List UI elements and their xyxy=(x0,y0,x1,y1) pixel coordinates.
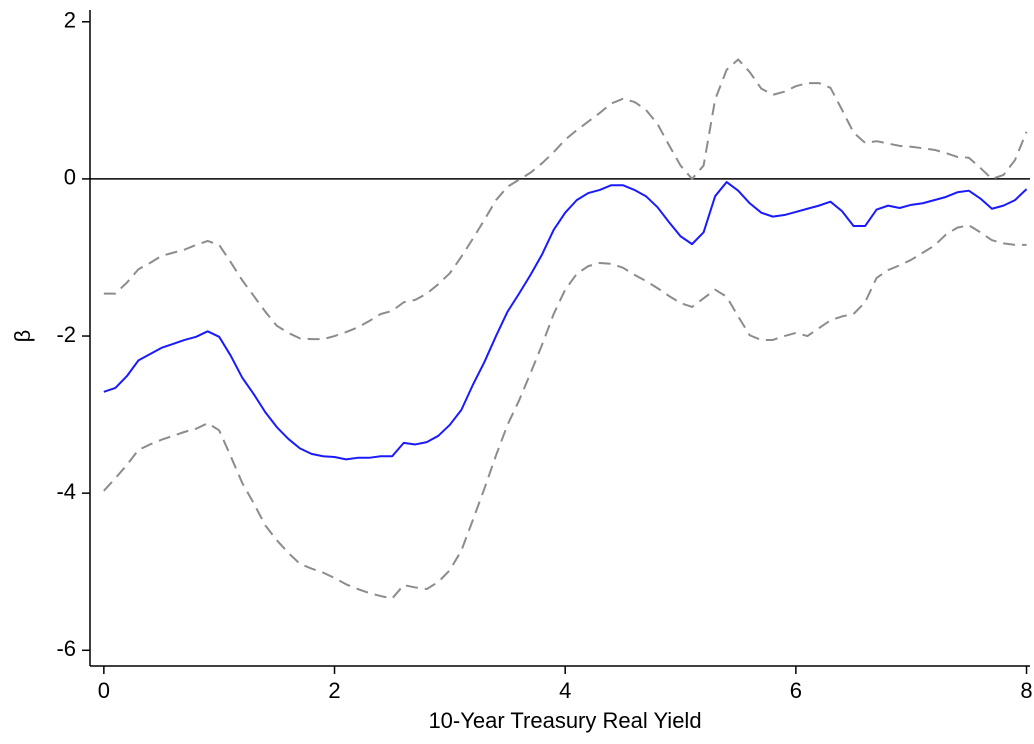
x-tick-label: 8 xyxy=(1020,678,1032,703)
x-tick-label: 4 xyxy=(559,678,571,703)
x-axis-title: 10-Year Treasury Real Yield xyxy=(428,708,701,733)
confidence-band-line xyxy=(103,58,1028,341)
x-tick-label: 0 xyxy=(98,678,110,703)
y-tick-label: -2 xyxy=(56,322,76,347)
estimate-line xyxy=(103,181,1028,461)
y-tick-label: 2 xyxy=(64,8,76,33)
x-tick-label: 6 xyxy=(790,678,802,703)
y-tick-label: 0 xyxy=(64,165,76,190)
confidence-band-line xyxy=(103,224,1027,600)
x-tick-label: 2 xyxy=(328,678,340,703)
y-tick-label: -4 xyxy=(56,479,76,504)
y-tick-label: -6 xyxy=(56,636,76,661)
y-axis-title: β xyxy=(10,330,35,343)
